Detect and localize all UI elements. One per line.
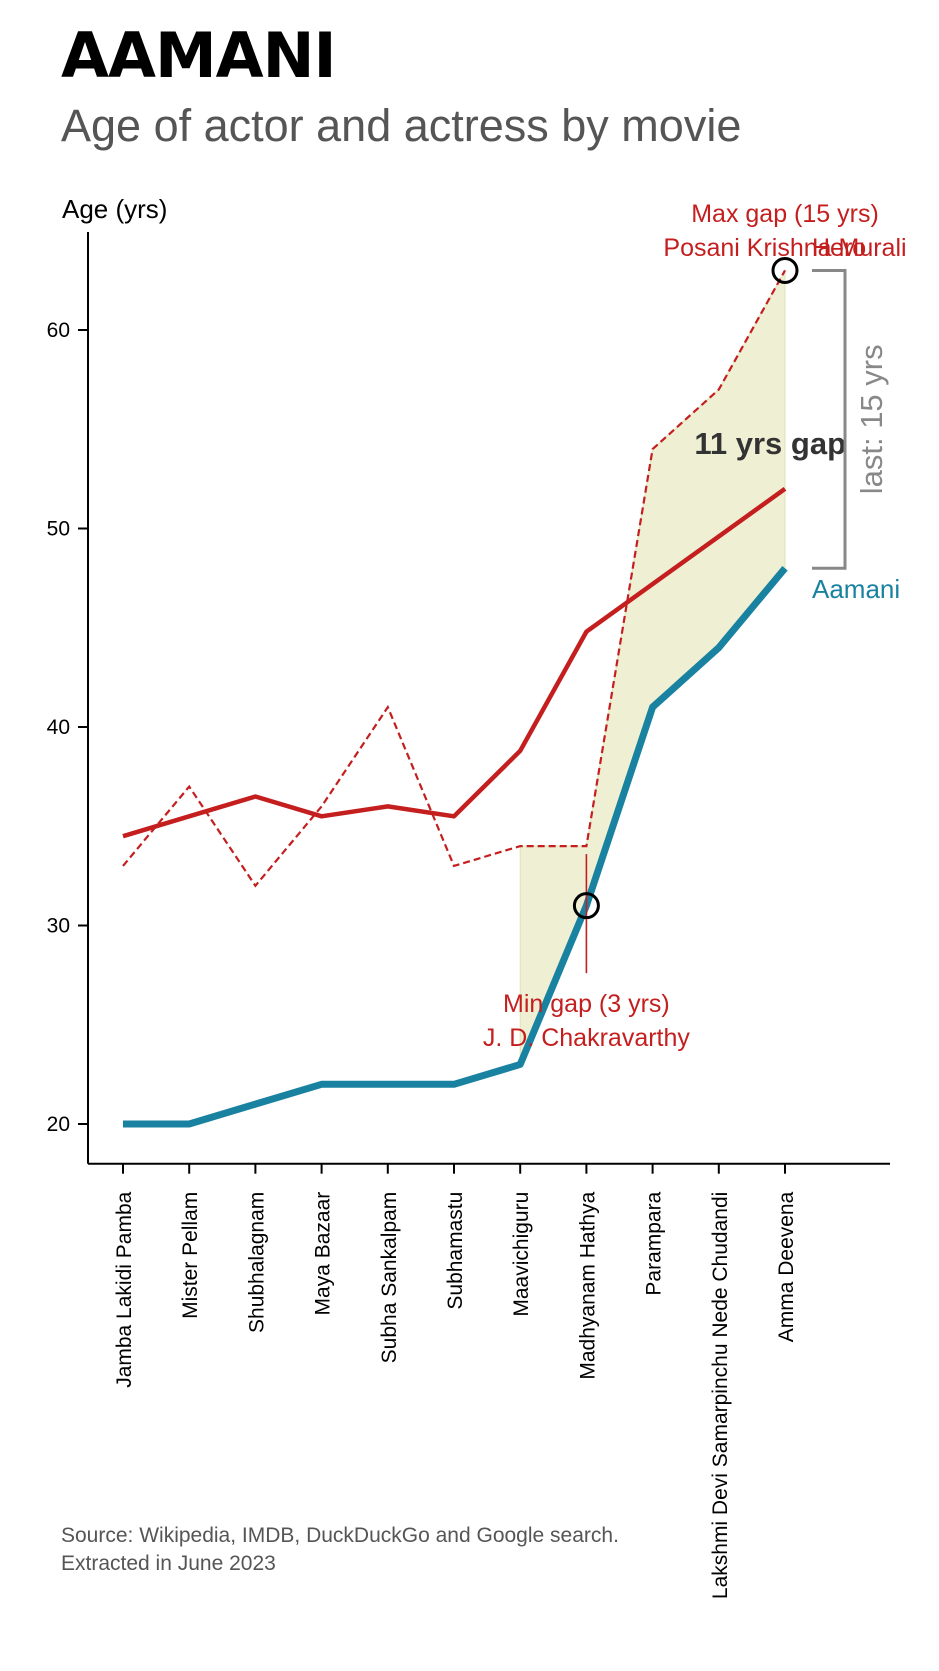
series-end-label-aamani: Aamani <box>812 574 900 604</box>
trend-gap-label: 11 yrs gap <box>694 426 846 461</box>
x-tick-label: Subhamastu <box>444 1192 467 1310</box>
x-tick-label: Shubhalagnam <box>245 1192 268 1333</box>
y-tick-label: 20 <box>47 1113 70 1136</box>
y-tick-label: 30 <box>47 915 70 938</box>
x-tick-label: Maavichiguru <box>510 1192 533 1317</box>
chart-title: AAMANI <box>61 19 337 92</box>
gap-shading <box>519 268 786 1065</box>
y-axis-label: Age (yrs) <box>62 194 167 224</box>
gap-shading-layer <box>519 268 786 1065</box>
series-line-co-actor-trend <box>122 486 787 839</box>
annotations-layer: Max gap (15 yrs) Posani Krishna Murali H… <box>483 200 907 1052</box>
series-line-co-actor <box>122 269 786 888</box>
source-note: Source: Wikipedia, IMDB, DuckDuckGo and … <box>61 1522 619 1578</box>
last-gap-label: last: 15 yrs <box>854 344 889 494</box>
x-tick-label: Madhyanam Hathya <box>576 1191 599 1379</box>
max-gap-overlap-label: Hero <box>812 234 866 262</box>
x-tick-label: Maya Bazaar <box>312 1192 335 1316</box>
max-gap-marker-circle <box>771 256 799 284</box>
y-tick-label: 40 <box>47 716 70 739</box>
max-gap-label: Max gap (15 yrs) <box>691 200 879 228</box>
source-line: Source: Wikipedia, IMDB, DuckDuckGo and … <box>61 1524 619 1547</box>
max-gap-actor-name: Posani Krishna Murali <box>663 234 906 262</box>
min-gap-marker-circle <box>572 892 600 920</box>
series-lines-layer <box>122 269 788 1128</box>
y-tick-label: 50 <box>47 518 70 541</box>
x-tick-label: Parampara <box>643 1191 666 1295</box>
x-tick-label: Amma Deevena <box>775 1191 798 1342</box>
min-gap-label: Min gap (3 yrs) <box>503 990 670 1018</box>
extraction-date-line: Extracted in June 2023 <box>61 1552 276 1575</box>
axes-layer: Age (yrs) <box>62 194 890 1165</box>
y-tick-label: 60 <box>47 319 70 342</box>
x-tick-label: Mister Pellam <box>179 1192 202 1319</box>
x-tick-label: Subha Sankalpam <box>378 1192 401 1364</box>
y-ticks-layer: 20 30 40 50 60 <box>47 319 88 1136</box>
x-tick-label: Jamba Lakidi Pamba <box>113 1191 136 1387</box>
x-ticks-layer: Jamba Lakidi Pamba Mister Pellam Shubhalag… <box>113 1163 798 1599</box>
series-line-aamani <box>123 565 788 1128</box>
last-gap-bracket <box>812 268 847 570</box>
x-tick-label: Lakshmi Devi Samarpinchu Nede Chudandi <box>709 1192 732 1599</box>
chart-subtitle: Age of actor and actress by movie <box>61 100 742 151</box>
min-gap-actor-name: J. D. Chakravarthy <box>483 1024 691 1052</box>
